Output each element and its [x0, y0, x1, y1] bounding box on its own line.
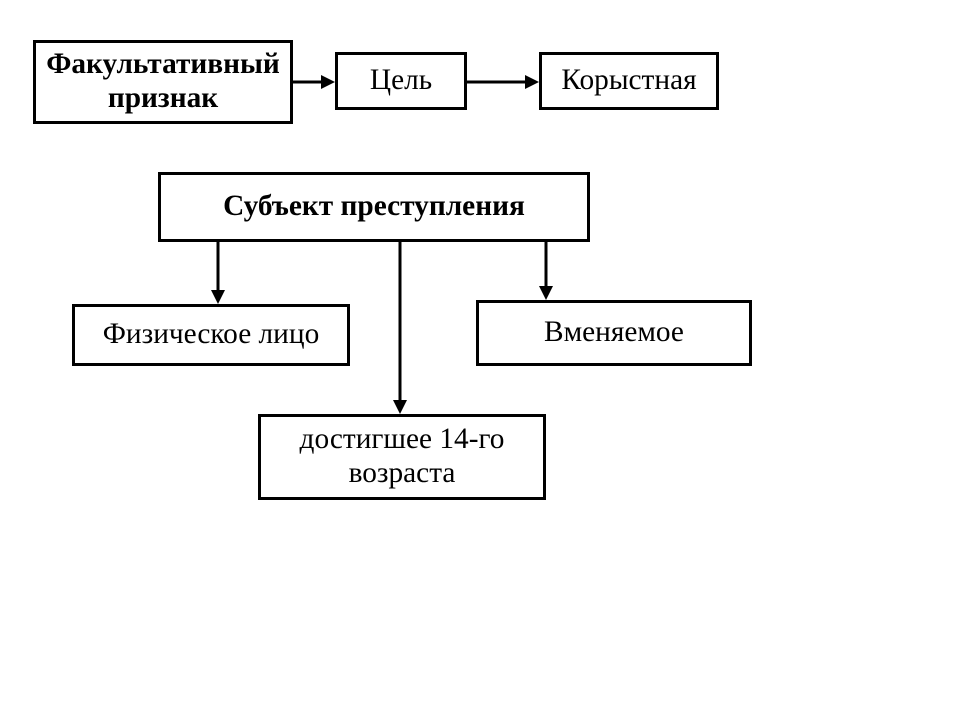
diagram-stage: Факультативный признак Цель Корыстная Су…	[0, 0, 960, 720]
node-mercenary: Корыстная	[539, 52, 719, 110]
node-sane: Вменяемое	[476, 300, 752, 366]
node-individual: Физическое лицо	[72, 304, 350, 366]
node-goal: Цель	[335, 52, 467, 110]
node-age-14: достигшее 14-го возраста	[258, 414, 546, 500]
arrowhead-icon	[393, 400, 407, 414]
arrowhead-icon	[539, 286, 553, 300]
node-optional-feature: Факультативный признак	[33, 40, 293, 124]
node-label: Субъект преступления	[223, 190, 525, 224]
node-label: Вменяемое	[544, 316, 684, 350]
arrowhead-icon	[321, 75, 335, 89]
arrowhead-icon	[525, 75, 539, 89]
node-label: Факультативный признак	[36, 48, 290, 115]
arrowhead-icon	[211, 290, 225, 304]
node-label: Корыстная	[561, 64, 696, 98]
node-label: Цель	[370, 64, 432, 98]
node-subject-of-crime: Субъект преступления	[158, 172, 590, 242]
node-label: Физическое лицо	[103, 318, 319, 352]
node-label: достигшее 14-го возраста	[261, 423, 543, 490]
